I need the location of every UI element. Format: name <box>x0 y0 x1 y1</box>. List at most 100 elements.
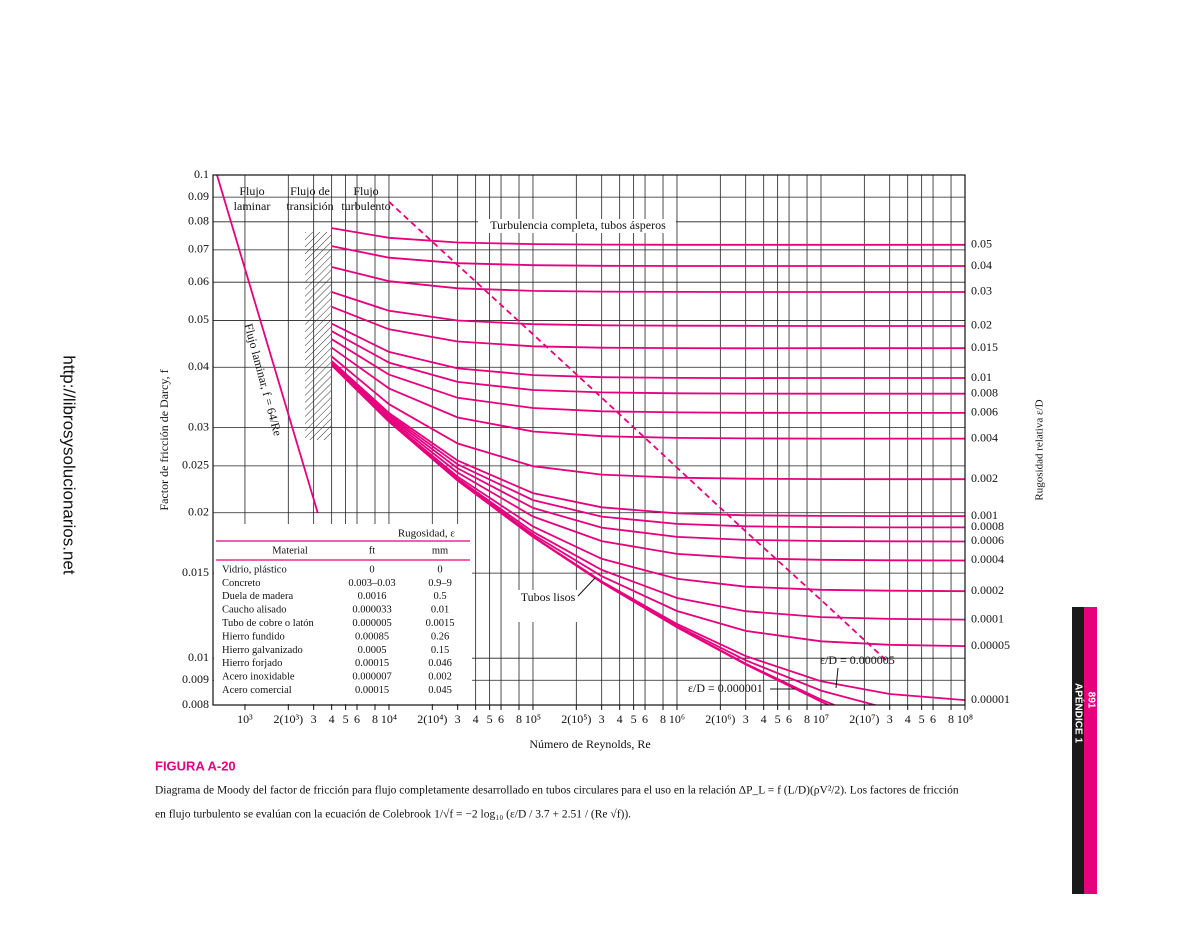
table-cell: Duela de madera <box>222 591 293 602</box>
curve <box>331 227 965 246</box>
y-tick-label: 0.05 <box>188 312 209 326</box>
curve <box>331 322 965 380</box>
curves <box>216 175 965 705</box>
series-label: 0.004 <box>971 430 998 444</box>
plot-frame <box>212 174 966 706</box>
roughness-table: Material ft mm Vidrio, plástico 0 0 Concreto 0.… <box>222 545 454 696</box>
table-cell: 0.000005 <box>352 618 391 629</box>
y-axis-title: Factor de fricción de Darcy, f <box>157 369 171 510</box>
table-cell: 0 <box>437 564 442 575</box>
x-tick-label: 10⁵ <box>525 712 541 726</box>
y-tick-label: 0.01 <box>188 650 209 664</box>
x-tick-label: 6 <box>786 712 792 726</box>
series-label: 0.00005 <box>971 638 1010 652</box>
series-label: 0.03 <box>971 284 992 298</box>
table-cell: 0.046 <box>428 658 452 669</box>
table-header: ft <box>369 545 375 556</box>
x-tick-label: 3 <box>743 712 749 726</box>
table-cell: 0.002 <box>428 672 452 683</box>
caption-line: en flujo turbulento se evalúan con la ec… <box>155 808 631 821</box>
x-tick-label: 3 <box>887 712 893 726</box>
curve <box>331 362 965 562</box>
x-tick-label: 3 <box>455 712 461 726</box>
region-label: transición <box>286 199 333 213</box>
y-tick-label: 0.025 <box>182 458 209 472</box>
x-tick-label: 2(10⁷) <box>849 712 879 726</box>
leader <box>835 667 839 689</box>
y-tick-label: 0.04 <box>188 359 209 373</box>
table-cell: 0.000007 <box>352 672 391 683</box>
sidebar-pink <box>1084 607 1097 894</box>
table-cell: 0.000033 <box>352 605 391 616</box>
table-title: Rugosidad, ε <box>398 528 456 540</box>
x-tick-label: 3 <box>311 712 317 726</box>
caption-line: Diagrama de Moody del factor de fricción… <box>155 785 959 797</box>
x-tick-label: 4 <box>329 712 335 726</box>
page-number: 891 <box>1085 692 1096 709</box>
rough-annotation: Turbulencia completa, tubos ásperos <box>490 218 666 232</box>
x-tick-label: 5 <box>631 712 637 726</box>
table-cell: Hierro forjado <box>222 658 282 669</box>
curve <box>216 175 319 513</box>
watermark: http://librosysolucionarios.net <box>60 355 79 575</box>
x-tick-label: 5 <box>919 712 925 726</box>
x-tick-label: 4 <box>617 712 623 726</box>
region-label: Flujo de <box>290 184 330 198</box>
curve <box>331 245 965 267</box>
x-tick-label: 10³ <box>237 712 253 726</box>
table-cell: 0 <box>369 564 374 575</box>
sidebar-black <box>1072 607 1084 894</box>
series-label: 0.001 <box>971 508 998 522</box>
table-cell: Hierro fundido <box>222 631 285 642</box>
table-cell: 0.9–9 <box>428 578 452 589</box>
smooth-annotation: Tubos lisos <box>521 590 576 604</box>
x-tick-label: 2(10³) <box>274 712 304 726</box>
table-cell: 0.003–0.03 <box>348 578 395 589</box>
x-tick-label: 8 <box>948 712 954 726</box>
x-tick-label: 8 <box>372 712 378 726</box>
curve <box>331 360 965 517</box>
series-label: 0.00001 <box>971 692 1010 706</box>
x-tick-label: 5 <box>775 712 781 726</box>
table-cell: 0.5 <box>433 591 446 602</box>
curve <box>331 364 831 705</box>
y-tick-label: 0.09 <box>188 189 209 203</box>
series-label: 0.01 <box>971 370 992 384</box>
y-tick-label: 0.08 <box>188 214 209 228</box>
table-cell: Tubo de cobre o latón <box>222 618 315 629</box>
table-cell: Concreto <box>222 578 261 589</box>
table-cell: Vidrio, plástico <box>222 564 287 575</box>
series-label: 0.015 <box>971 340 998 354</box>
series-label: 0.0004 <box>971 552 1004 566</box>
annotation-bg <box>478 219 676 233</box>
transition-region <box>305 232 331 440</box>
x-tick-label: 6 <box>642 712 648 726</box>
curve <box>331 338 965 414</box>
table-cell: 0.0016 <box>358 591 387 602</box>
x-tick-label: 5 <box>487 712 493 726</box>
x-tick-label: 3 <box>599 712 605 726</box>
y-tick-label: 0.1 <box>194 167 209 181</box>
x-tick-label: 8 <box>660 712 666 726</box>
y-tick-label: 0.008 <box>182 697 209 711</box>
curve <box>331 305 965 350</box>
x-axis-title: Número de Reynolds, Re <box>529 737 650 751</box>
y2-axis-title: Rugosidad relativa ε/D <box>1034 399 1046 500</box>
table-cell: Acero inoxidable <box>222 672 295 683</box>
x-tick-label: 8 <box>804 712 810 726</box>
leader <box>577 577 596 597</box>
curve <box>331 363 965 593</box>
curve <box>331 330 965 395</box>
figure-label: FIGURA A-20 <box>155 758 236 773</box>
y-tick-label: 0.015 <box>182 565 209 579</box>
curve <box>331 361 965 529</box>
table-cell: 0.00015 <box>355 658 389 669</box>
x-tick-label: 4 <box>905 712 911 726</box>
table-cell: 0.0015 <box>426 618 455 629</box>
x-tick-label: 10⁷ <box>813 712 829 726</box>
x-tick-label: 10⁴ <box>381 712 397 726</box>
x-tick-label: 2(10⁶) <box>705 712 735 726</box>
table-bg <box>214 524 472 704</box>
table-cell: Hierro galvanizado <box>222 645 303 656</box>
